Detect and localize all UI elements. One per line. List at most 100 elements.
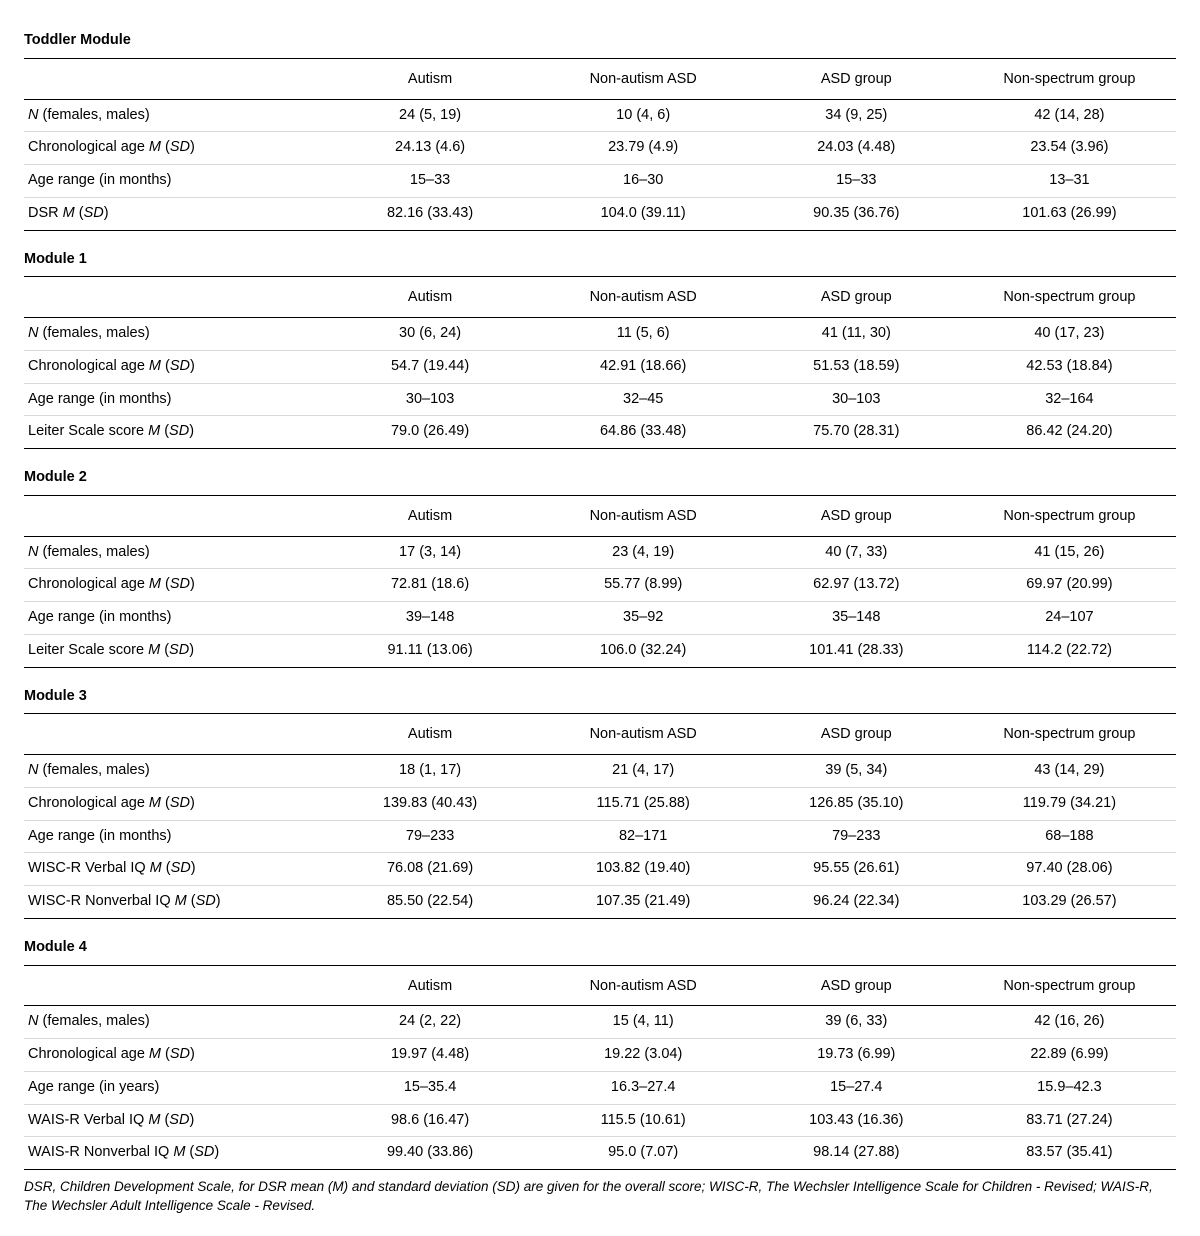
table-cell: 15–33: [750, 165, 963, 198]
table-cell: 103.82 (19.40): [537, 853, 750, 886]
table-cell: 95.55 (26.61): [750, 853, 963, 886]
data-table: AutismNon-autism ASDASD groupNon-spectru…: [24, 714, 1176, 919]
column-header-empty: [24, 714, 324, 754]
data-table: AutismNon-autism ASDASD groupNon-spectru…: [24, 496, 1176, 668]
table-cell: 30–103: [324, 383, 537, 416]
column-header: Autism: [324, 966, 537, 1006]
table-row: N (females, males)17 (3, 14)23 (4, 19)40…: [24, 536, 1176, 569]
table-cell: 42.91 (18.66): [537, 350, 750, 383]
row-label: WISC-R Nonverbal IQ M (SD): [24, 886, 324, 919]
table-cell: 13–31: [963, 165, 1176, 198]
table-cell: 98.14 (27.88): [750, 1137, 963, 1170]
table-section: Toddler ModuleAutismNon-autism ASDASD gr…: [24, 20, 1176, 231]
table-cell: 103.29 (26.57): [963, 886, 1176, 919]
row-label: Age range (in months): [24, 165, 324, 198]
row-label: Leiter Scale score M (SD): [24, 416, 324, 449]
table-cell: 79–233: [750, 820, 963, 853]
table-cell: 90.35 (36.76): [750, 197, 963, 230]
table-cell: 15–35.4: [324, 1071, 537, 1104]
table-cell: 19.73 (6.99): [750, 1039, 963, 1072]
table-row: Chronological age M (SD)19.97 (4.48)19.2…: [24, 1039, 1176, 1072]
table-cell: 64.86 (33.48): [537, 416, 750, 449]
column-header: Non-autism ASD: [537, 714, 750, 754]
table-cell: 82.16 (33.43): [324, 197, 537, 230]
column-header: Non-autism ASD: [537, 59, 750, 99]
table-cell: 24 (5, 19): [324, 99, 537, 132]
table-cell: 32–164: [963, 383, 1176, 416]
table-cell: 114.2 (22.72): [963, 634, 1176, 667]
row-label: Age range (in months): [24, 820, 324, 853]
table-section: Module 1AutismNon-autism ASDASD groupNon…: [24, 239, 1176, 450]
column-header: Autism: [324, 59, 537, 99]
table-row: Chronological age M (SD)54.7 (19.44)42.9…: [24, 350, 1176, 383]
table-row: N (females, males)24 (5, 19)10 (4, 6)34 …: [24, 99, 1176, 132]
column-header: Autism: [324, 277, 537, 317]
table-cell: 42 (14, 28): [963, 99, 1176, 132]
table-cell: 32–45: [537, 383, 750, 416]
table-cell: 101.41 (28.33): [750, 634, 963, 667]
table-cell: 42 (16, 26): [963, 1006, 1176, 1039]
column-header-empty: [24, 966, 324, 1006]
column-header-empty: [24, 277, 324, 317]
table-row: Age range (in months)79–23382–17179–2336…: [24, 820, 1176, 853]
table-row: DSR M (SD)82.16 (33.43)104.0 (39.11)90.3…: [24, 197, 1176, 230]
table-cell: 35–92: [537, 602, 750, 635]
column-header: Non-spectrum group: [963, 277, 1176, 317]
column-header: Autism: [324, 496, 537, 536]
table-cell: 51.53 (18.59): [750, 350, 963, 383]
column-header: ASD group: [750, 59, 963, 99]
table-cell: 79.0 (26.49): [324, 416, 537, 449]
table-cell: 107.35 (21.49): [537, 886, 750, 919]
row-label: N (females, males): [24, 318, 324, 351]
table-cell: 16.3–27.4: [537, 1071, 750, 1104]
row-label: DSR M (SD): [24, 197, 324, 230]
table-cell: 99.40 (33.86): [324, 1137, 537, 1170]
table-cell: 119.79 (34.21): [963, 787, 1176, 820]
table-cell: 101.63 (26.99): [963, 197, 1176, 230]
table-cell: 96.24 (22.34): [750, 886, 963, 919]
table-cell: 39 (5, 34): [750, 755, 963, 788]
table-cell: 15 (4, 11): [537, 1006, 750, 1039]
table-row: N (females, males)24 (2, 22)15 (4, 11)39…: [24, 1006, 1176, 1039]
table-row: Chronological age M (SD)72.81 (18.6)55.7…: [24, 569, 1176, 602]
row-label: N (females, males): [24, 99, 324, 132]
table-cell: 39–148: [324, 602, 537, 635]
column-header: Non-autism ASD: [537, 277, 750, 317]
table-cell: 24–107: [963, 602, 1176, 635]
table-cell: 91.11 (13.06): [324, 634, 537, 667]
table-cell: 30–103: [750, 383, 963, 416]
table-cell: 40 (7, 33): [750, 536, 963, 569]
table-cell: 43 (14, 29): [963, 755, 1176, 788]
column-header-empty: [24, 496, 324, 536]
table-cell: 106.0 (32.24): [537, 634, 750, 667]
module-title: Module 1: [24, 239, 1176, 278]
table-row: WISC-R Verbal IQ M (SD)76.08 (21.69)103.…: [24, 853, 1176, 886]
table-cell: 24.13 (4.6): [324, 132, 537, 165]
table-cell: 41 (15, 26): [963, 536, 1176, 569]
table-cell: 23.54 (3.96): [963, 132, 1176, 165]
table-cell: 85.50 (22.54): [324, 886, 537, 919]
column-header: Autism: [324, 714, 537, 754]
table-cell: 15–33: [324, 165, 537, 198]
table-cell: 39 (6, 33): [750, 1006, 963, 1039]
table-cell: 54.7 (19.44): [324, 350, 537, 383]
table-cell: 19.97 (4.48): [324, 1039, 537, 1072]
table-cell: 72.81 (18.6): [324, 569, 537, 602]
row-label: WISC-R Verbal IQ M (SD): [24, 853, 324, 886]
table-cell: 35–148: [750, 602, 963, 635]
table-cell: 115.71 (25.88): [537, 787, 750, 820]
table-row: Leiter Scale score M (SD)91.11 (13.06)10…: [24, 634, 1176, 667]
table-row: N (females, males)30 (6, 24)11 (5, 6)41 …: [24, 318, 1176, 351]
table-cell: 68–188: [963, 820, 1176, 853]
column-header: ASD group: [750, 966, 963, 1006]
table-row: Chronological age M (SD)139.83 (40.43)11…: [24, 787, 1176, 820]
column-header: Non-spectrum group: [963, 496, 1176, 536]
data-table: AutismNon-autism ASDASD groupNon-spectru…: [24, 59, 1176, 231]
table-cell: 126.85 (35.10): [750, 787, 963, 820]
column-header: Non-autism ASD: [537, 966, 750, 1006]
table-cell: 23.79 (4.9): [537, 132, 750, 165]
table-cell: 41 (11, 30): [750, 318, 963, 351]
table-cell: 98.6 (16.47): [324, 1104, 537, 1137]
table-cell: 15.9–42.3: [963, 1071, 1176, 1104]
row-label: Chronological age M (SD): [24, 350, 324, 383]
